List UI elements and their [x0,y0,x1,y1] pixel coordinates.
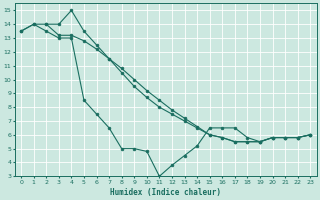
X-axis label: Humidex (Indice chaleur): Humidex (Indice chaleur) [110,188,221,197]
